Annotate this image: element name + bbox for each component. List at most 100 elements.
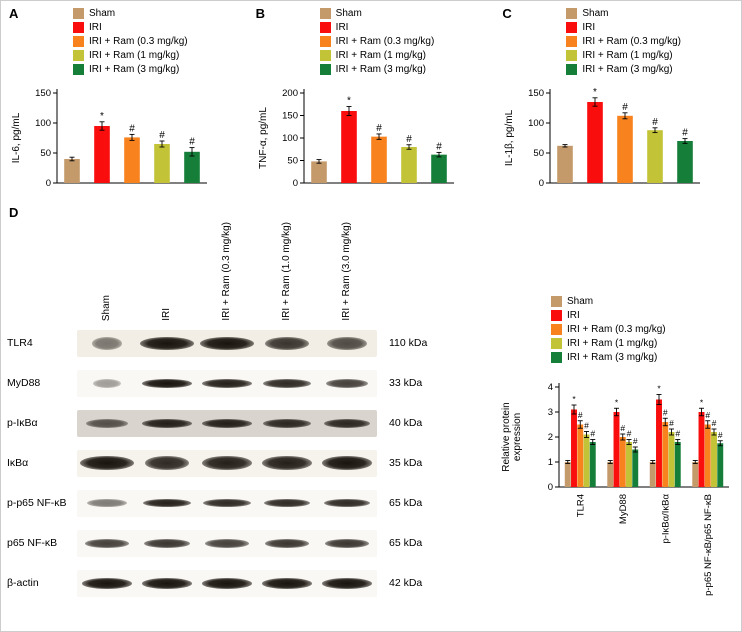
blot-column-label: IRI	[161, 308, 172, 321]
legend-item: IRI + Ram (3 mg/kg)	[319, 63, 495, 75]
y-axis-label: TNF-α, pg/mL	[258, 107, 269, 169]
legend-item: IRI + Ram (3 mg/kg)	[551, 351, 741, 363]
blot-strip	[77, 529, 377, 557]
blot-row: IκBα 35 kDa	[7, 443, 481, 483]
protein-band	[87, 499, 127, 507]
blot-strip	[77, 369, 377, 397]
legend-item: Sham	[319, 7, 495, 19]
legend-label: Sham	[567, 295, 594, 307]
significance-marker: #	[620, 423, 625, 433]
legend-swatch	[73, 21, 84, 33]
y-tick-label: 100	[35, 118, 51, 129]
bar	[310, 161, 327, 183]
blot-kda-label: 35 kDa	[389, 457, 423, 469]
protein-band	[263, 378, 311, 388]
bar	[589, 442, 596, 487]
blot-protein-label: p-p65 NF-κB	[7, 497, 67, 509]
protein-band	[324, 499, 370, 507]
blot-lane	[317, 577, 377, 589]
y-tick-label: 0	[539, 178, 544, 189]
protein-band	[263, 418, 311, 428]
bar	[698, 412, 705, 487]
legend-label: IRI	[582, 21, 596, 33]
bar	[577, 424, 584, 487]
blot-lane	[317, 336, 377, 350]
protein-band	[81, 577, 133, 589]
significance-marker: #	[718, 430, 723, 440]
panel-d-legend: Sham IRI IRI + Ram (0.3 mg/kg) IRI + Ram (1…	[551, 295, 741, 363]
legend-label: Sham	[89, 7, 116, 19]
protein-band	[201, 577, 253, 589]
legend-label: IRI	[335, 21, 349, 33]
legend-swatch	[319, 7, 331, 19]
blot-lane	[197, 456, 257, 470]
legend-swatch	[566, 35, 578, 47]
western-blot: Sham IRI IRI + Ram (0.3 mg/kg) IRI + Ram (1…	[1, 203, 481, 631]
blot-column-labels: Sham IRI IRI + Ram (0.3 mg/kg) IRI + Ram (1…	[77, 203, 377, 323]
panel-b: B Sham IRI IRI + Ram (0.3 mg/kg) IRI + Ram …	[248, 1, 495, 203]
legend-swatch	[73, 7, 84, 19]
blot-lane	[257, 456, 317, 470]
legend-swatch	[73, 63, 84, 75]
bar	[340, 111, 357, 183]
blot-row: p65 NF-κB 65 kDa	[7, 523, 481, 563]
blot-lane	[257, 577, 317, 589]
blot-lane	[137, 418, 197, 428]
legend-swatch	[566, 49, 578, 61]
protein-band	[324, 538, 370, 548]
legend-swatch	[73, 49, 84, 61]
legend-swatch	[551, 323, 562, 335]
blot-lane	[137, 336, 197, 350]
legend-label: Sham	[582, 7, 609, 19]
legend-item: IRI + Ram (3 mg/kg)	[566, 63, 741, 75]
protein-band	[264, 499, 310, 507]
blot-column-label: Sham	[101, 294, 112, 321]
y-tick-label: 0	[292, 178, 297, 189]
blot-kda-label: 33 kDa	[389, 377, 423, 389]
legend-item: IRI	[319, 21, 495, 33]
protein-band	[93, 378, 121, 388]
blot-lane	[137, 378, 197, 388]
y-axis-label: IL-6, pg/mL	[11, 112, 22, 163]
legend-label: IRI	[89, 21, 102, 33]
legend-item: IRI	[73, 21, 248, 33]
legend-label: Sham	[335, 7, 362, 19]
legend-swatch	[319, 63, 331, 75]
blot-strip	[77, 409, 377, 437]
bar	[154, 144, 170, 183]
legend-item: IRI + Ram (1 mg/kg)	[551, 337, 741, 349]
y-tick-label: 3	[548, 407, 553, 418]
blot-lane	[257, 378, 317, 388]
panel-c-chart-il1b: 0 50 100 150 IL-1β, pg/mL * # # #	[504, 87, 701, 189]
blot-strip	[77, 329, 377, 357]
legend-swatch	[319, 21, 331, 33]
blot-row: p-IκBα 40 kDa	[7, 403, 481, 443]
legend-item: IRI	[551, 309, 741, 321]
blot-protein-label: TLR4	[7, 337, 33, 349]
bar	[571, 409, 577, 487]
category-label: p-IκBα/IκBα	[660, 494, 671, 544]
protein-band	[321, 456, 373, 470]
category-label: p-p65 NF-κB/p65 NF-κB	[703, 494, 714, 596]
protein-band	[264, 538, 310, 548]
blot-strip	[77, 489, 377, 517]
significance-marker: #	[633, 436, 638, 446]
significance-marker: *	[700, 397, 704, 407]
blot-lane	[77, 378, 137, 388]
y-tick-label: 2	[548, 432, 553, 443]
y-tick-label: 50	[287, 156, 298, 167]
significance-marker: #	[578, 410, 583, 420]
protein-band	[140, 336, 194, 350]
legend-item: IRI + Ram (0.3 mg/kg)	[566, 35, 741, 47]
bar	[184, 151, 200, 183]
significance-marker: *	[593, 87, 597, 98]
legend-item: Sham	[73, 7, 248, 19]
panel-c: C Sham IRI IRI + Ram (0.3 mg/kg) IRI + Ram …	[494, 1, 741, 203]
blot-lane	[77, 538, 137, 548]
legend-item: IRI	[566, 21, 741, 33]
bar	[94, 126, 110, 183]
legend-item: IRI + Ram (1 mg/kg)	[566, 49, 741, 61]
panel-c-letter: C	[502, 6, 512, 21]
protein-band	[324, 418, 370, 428]
